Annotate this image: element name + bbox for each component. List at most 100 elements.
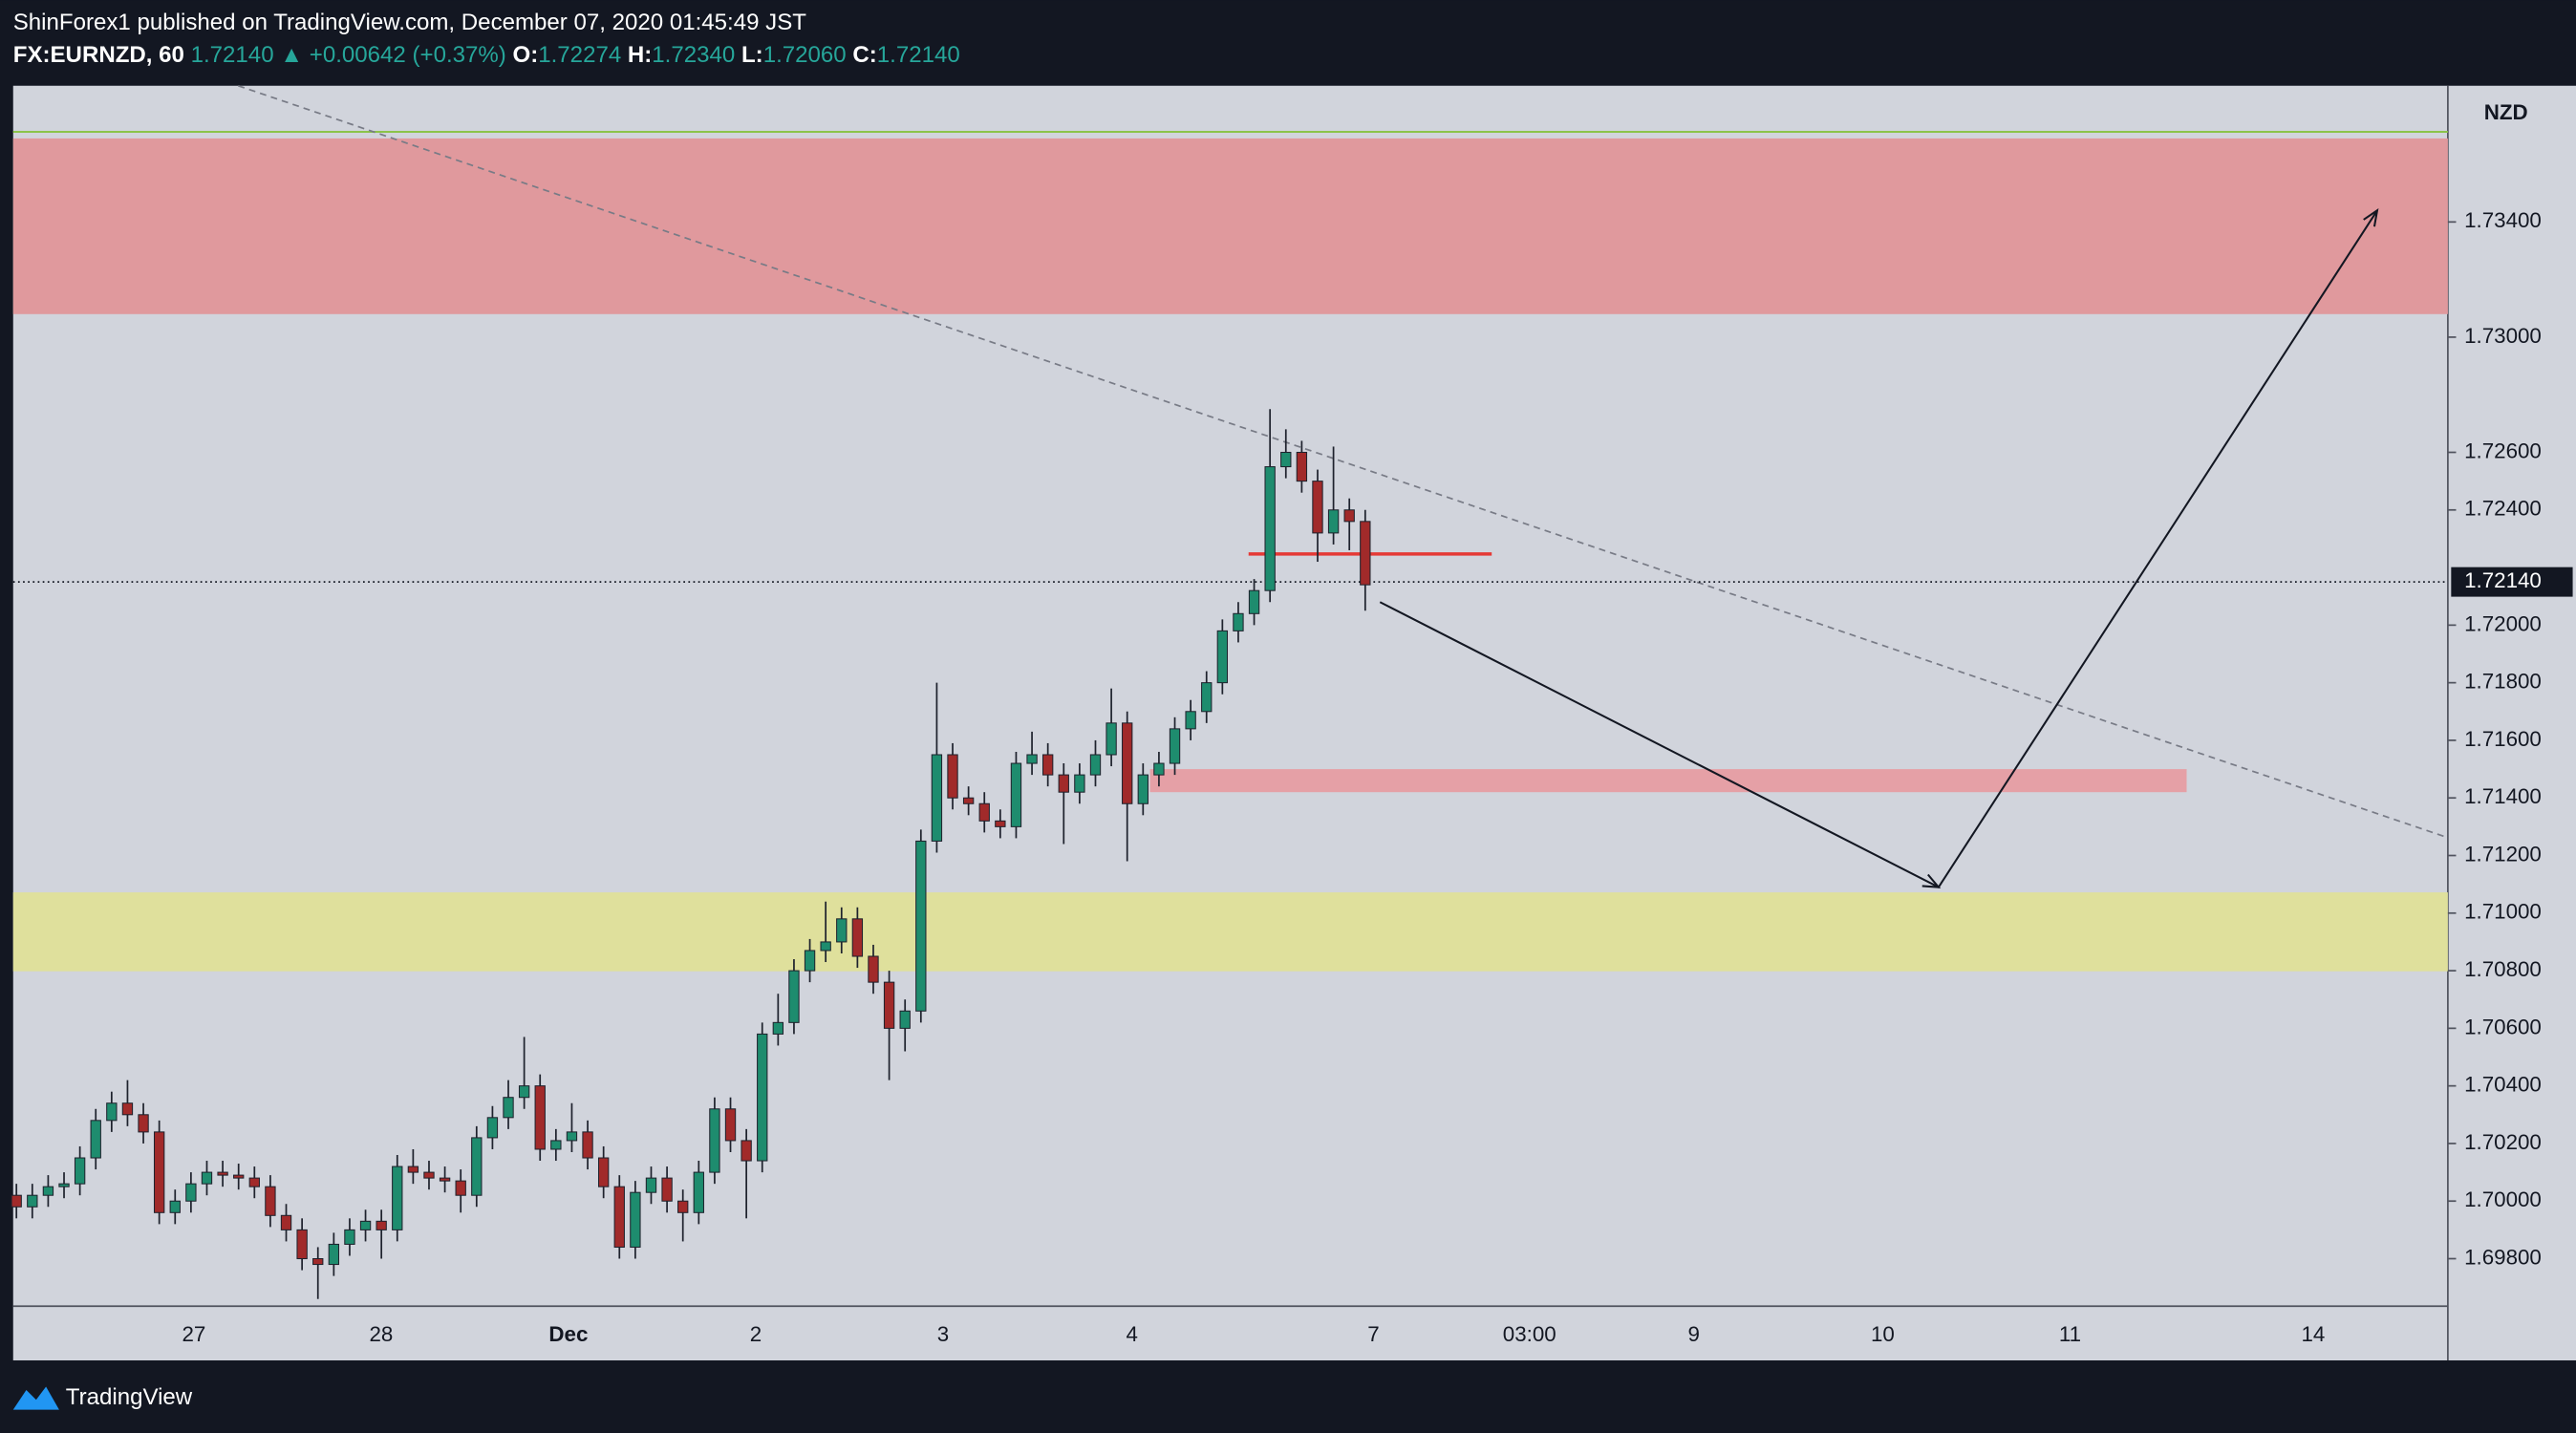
candle <box>597 1145 610 1199</box>
candle-body <box>851 918 864 957</box>
candle-body <box>947 754 958 799</box>
candle-body <box>1296 451 1308 482</box>
candle-body <box>883 981 895 1029</box>
y-tick-label: 1.72000 <box>2464 611 2542 635</box>
candle-body <box>1169 728 1181 764</box>
h: 1.72340 <box>652 42 735 68</box>
candle-body <box>344 1229 355 1245</box>
x-tick-label: 11 <box>2059 1322 2081 1346</box>
candle-body <box>804 950 816 972</box>
arrow: ▲ <box>280 42 303 68</box>
candle <box>772 994 784 1046</box>
candle-body <box>661 1177 673 1202</box>
candle-body <box>1089 754 1102 776</box>
y-tick-label: 1.72400 <box>2464 497 2542 521</box>
ohlc-header: FX:EURNZD, 60 1.72140 ▲ +0.00642 (+0.37%… <box>13 42 960 68</box>
candle-body <box>1185 711 1196 730</box>
candle <box>217 1161 228 1187</box>
candle <box>1327 446 1340 545</box>
y-tick-label: 1.70400 <box>2464 1073 2542 1097</box>
candle <box>1058 763 1069 845</box>
zone <box>1149 769 2187 793</box>
candle <box>566 1102 578 1152</box>
candle <box>169 1189 181 1225</box>
time-axis <box>12 1306 2448 1360</box>
candle <box>392 1155 403 1242</box>
candle-body <box>724 1108 737 1142</box>
candle-body <box>550 1140 562 1150</box>
candle <box>1010 751 1022 839</box>
last-price-box <box>2451 567 2573 597</box>
candle <box>1312 469 1323 563</box>
candle <box>1074 763 1085 804</box>
candle <box>757 1022 768 1173</box>
arrow-head <box>2363 208 2379 227</box>
candle-body <box>1201 682 1213 713</box>
candle-body <box>153 1131 165 1213</box>
candle-body <box>820 941 831 952</box>
candle <box>1137 763 1148 816</box>
candle-body <box>121 1102 134 1116</box>
candle <box>1122 711 1133 862</box>
candle <box>455 1169 466 1213</box>
candle-body <box>359 1220 372 1230</box>
y-tick-label: 1.71800 <box>2464 670 2542 694</box>
candle <box>899 999 911 1052</box>
candle <box>677 1189 689 1242</box>
candle-body <box>328 1243 340 1266</box>
candle-body <box>280 1214 292 1230</box>
candle <box>1026 731 1038 776</box>
l-label: L: <box>741 42 763 68</box>
candle <box>74 1145 86 1196</box>
candle-body <box>1360 521 1371 586</box>
candle <box>1216 619 1229 695</box>
brand: TradingView <box>66 1384 193 1410</box>
candle <box>1153 751 1165 787</box>
candle <box>27 1184 38 1219</box>
candle <box>1343 498 1355 550</box>
y-tick-label: 1.71600 <box>2464 727 2542 751</box>
candle <box>359 1209 372 1242</box>
o: 1.72274 <box>538 42 621 68</box>
candle-body <box>709 1108 720 1173</box>
candle <box>883 971 895 1080</box>
y-tick-label: 1.72600 <box>2464 438 2542 462</box>
change: +0.00642 (+0.37%) <box>310 42 506 68</box>
y-tick-label: 1.70000 <box>2464 1187 2542 1211</box>
x-tick-label: 9 <box>1687 1322 1699 1346</box>
candle <box>582 1120 593 1170</box>
candle-body <box>1026 754 1038 764</box>
logo <box>12 1386 59 1410</box>
last-price-label: 1.72140 <box>2464 568 2542 592</box>
candle-body <box>1264 466 1276 591</box>
candle-body <box>11 1194 22 1208</box>
candle <box>1185 699 1196 740</box>
candle <box>645 1166 657 1205</box>
trendline <box>238 84 2449 839</box>
candle-body <box>265 1186 276 1216</box>
candle-body <box>1312 481 1323 534</box>
candle <box>328 1232 340 1276</box>
candle-body <box>931 754 943 842</box>
candle <box>248 1166 260 1199</box>
zone <box>12 138 2448 314</box>
candle <box>1041 742 1054 787</box>
candle-body <box>392 1166 403 1230</box>
candle-body <box>423 1171 435 1179</box>
candle-body <box>1280 451 1292 468</box>
candle-body <box>233 1174 245 1179</box>
candle <box>312 1247 324 1299</box>
candle-body <box>27 1194 38 1208</box>
candle-body <box>42 1186 54 1196</box>
candle-body <box>1122 722 1133 804</box>
candle-body <box>899 1010 911 1029</box>
candle-body <box>836 918 848 943</box>
candle <box>42 1175 54 1208</box>
candle-body <box>1327 509 1340 534</box>
candle-body <box>1041 754 1054 776</box>
y-tick-label: 1.70200 <box>2464 1130 2542 1154</box>
candle <box>185 1172 197 1213</box>
arrow-head <box>1921 873 1942 888</box>
price-axis <box>2447 85 2576 1360</box>
